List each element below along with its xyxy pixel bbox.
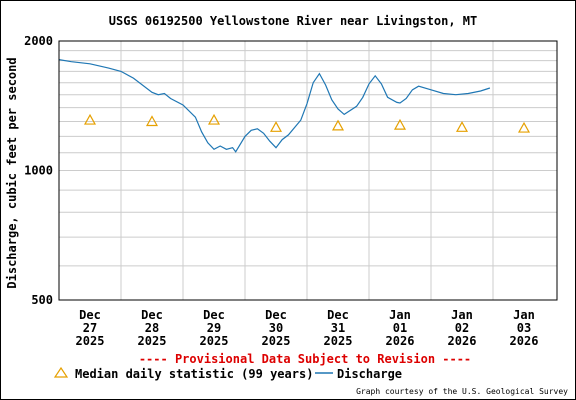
x-tick-label: 2025: [138, 334, 167, 348]
x-tick-label: Dec: [327, 308, 349, 322]
chart-title: USGS 06192500 Yellowstone River near Liv…: [109, 14, 477, 28]
median-point: [269, 121, 283, 132]
x-tick-labels: Dec272025Dec282025Dec292025Dec302025Dec3…: [76, 308, 539, 348]
x-tick-label: 2026: [386, 334, 415, 348]
x-tick-label: 2025: [324, 334, 353, 348]
x-tick-label: 29: [207, 321, 221, 335]
x-tick-label: 2026: [448, 334, 477, 348]
median-layer: [83, 113, 531, 133]
x-tick-label: 2026: [510, 334, 539, 348]
y-tick-label: 500: [31, 293, 53, 307]
y-axis-label: Discharge, cubic feet per second: [5, 57, 19, 288]
median-legend-label: Median daily statistic (99 years): [75, 367, 313, 381]
y-tick-label: 2000: [24, 34, 53, 48]
median-point: [145, 115, 159, 127]
grid: [59, 40, 557, 300]
usgs-credit: Graph courtesy of the U.S. Geological Su…: [356, 387, 568, 396]
x-tick-label: 31: [331, 321, 345, 335]
x-tick-label: Dec: [79, 308, 101, 322]
plot-border: [58, 40, 558, 301]
x-tick-label: 2025: [200, 334, 229, 348]
x-tick-label: 2025: [262, 334, 291, 348]
median-point: [517, 121, 531, 133]
x-tick-label: 27: [83, 321, 97, 335]
discharge-legend-label: Discharge: [337, 367, 402, 381]
x-tick-label: Dec: [265, 308, 287, 322]
x-tick-label: 01: [393, 321, 407, 335]
median-point: [83, 113, 97, 125]
legend: Median daily statistic (99 years) Discha…: [53, 366, 402, 381]
provisional-notice: ---- Provisional Data Subject to Revisio…: [139, 352, 471, 366]
y-tick-label: 1000: [24, 164, 53, 178]
x-tick-label: Dec: [141, 308, 163, 322]
x-tick-label: Jan: [451, 308, 473, 322]
x-tick-label: 30: [269, 321, 283, 335]
median-legend-icon: [53, 366, 69, 378]
discharge-line: [58, 59, 491, 153]
x-tick-label: 2025: [76, 334, 105, 348]
median-point: [331, 119, 345, 131]
median-point: [393, 118, 407, 130]
x-tick-label: 28: [145, 321, 159, 335]
x-tick-label: 02: [455, 321, 469, 335]
x-tick-label: Jan: [513, 308, 535, 322]
y-tick-labels: 500 1000 2000: [24, 34, 53, 307]
discharge-layer: [58, 59, 491, 153]
median-point: [207, 113, 221, 125]
x-tick-label: Jan: [389, 308, 411, 322]
x-tick-label: Dec: [203, 308, 225, 322]
x-tick-label: 03: [517, 321, 531, 335]
median-point: [455, 121, 469, 132]
